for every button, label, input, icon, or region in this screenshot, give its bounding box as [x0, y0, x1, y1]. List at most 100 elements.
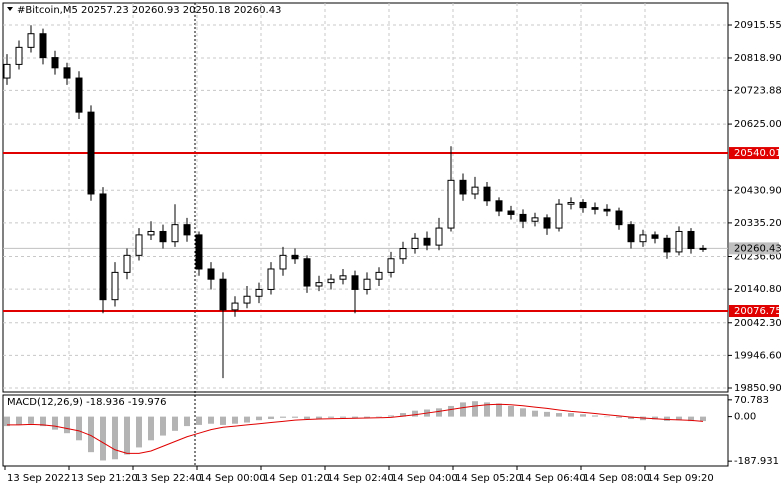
macd-bar [196, 416, 202, 425]
candle-body [63, 67, 71, 79]
candle-body [303, 258, 311, 287]
macd-bar [316, 416, 322, 419]
macd-bar [4, 416, 10, 427]
candle-body [195, 234, 203, 270]
macd-bar [52, 416, 58, 430]
macd-bar [544, 411, 550, 417]
candle-body [435, 227, 443, 246]
macd-bar [160, 416, 166, 436]
candle-body [675, 230, 683, 253]
candle-body [123, 254, 131, 273]
macd-bar [208, 416, 214, 424]
candle-body [39, 33, 47, 59]
macd-bar [448, 405, 454, 417]
macd-bar [76, 416, 82, 441]
candle-body [315, 282, 323, 287]
candle-body [291, 254, 299, 260]
macd-bar [100, 416, 106, 461]
macd-bar [112, 416, 118, 460]
chart-title: #Bitcoin,M5 20257.23 20260.93 20250.18 2… [17, 5, 281, 16]
macd-bar [412, 410, 418, 417]
macd-bar [184, 416, 190, 427]
macd-title: MACD(12,26,9) -18.936 -19.976 [7, 397, 167, 408]
y-tick-label: 20818.90 [734, 53, 781, 64]
macd-tick-label: 0.00 [734, 412, 756, 423]
price-frame [2, 2, 729, 393]
candle-body [687, 230, 695, 250]
x-tick-label: 14 Sep 09:20 [647, 473, 714, 484]
x-tick-label: 14 Sep 05:20 [455, 473, 522, 484]
candle-body [507, 210, 515, 215]
macd-bar [136, 416, 142, 448]
y-tick-label: 20236.60 [734, 252, 781, 263]
candle-body [603, 208, 611, 212]
macd-bar [268, 416, 274, 419]
macd-bar [556, 413, 562, 417]
candle-body [15, 46, 23, 65]
level-label-bg [729, 147, 779, 160]
macd-bar [28, 416, 34, 424]
macd-bar [400, 413, 406, 417]
macd-bar [688, 416, 694, 422]
candle-body [447, 179, 455, 229]
macd-bar [592, 415, 598, 417]
y-tick-label: 20625.00 [734, 119, 781, 130]
symbol-arrow [7, 7, 13, 11]
candle-body [591, 207, 599, 210]
x-tick-label: 14 Sep 06:40 [519, 473, 586, 484]
y-tick-label: 19946.60 [734, 350, 781, 361]
x-tick-label: 14 Sep 04:00 [391, 473, 458, 484]
x-tick-label: 13 Sep 22:40 [135, 473, 202, 484]
candle-body [531, 217, 539, 222]
candle-body [243, 295, 251, 304]
level-label: 20076.75 [734, 306, 781, 317]
candle-body [615, 210, 623, 226]
macd-bar [148, 416, 154, 441]
candle-body [423, 237, 431, 246]
macd-bar [16, 416, 22, 425]
candle-body [579, 201, 587, 209]
y-tick-label: 20915.55 [734, 20, 781, 31]
candle-body [87, 111, 95, 195]
macd-bar [328, 416, 334, 418]
macd-tick-label: 70.783 [734, 395, 769, 406]
candle-body [399, 248, 407, 260]
candle-body [219, 278, 227, 311]
macd-bar [664, 416, 670, 421]
macd-bar [88, 416, 94, 453]
candle-body [183, 224, 191, 236]
candle-body [27, 33, 35, 48]
candle-body [567, 201, 575, 205]
candle-body [519, 213, 527, 222]
candle-body [627, 224, 635, 243]
macd-bar [40, 416, 46, 427]
macd-bar [364, 416, 370, 418]
candle-body [663, 237, 671, 253]
macd-bar [352, 416, 358, 419]
macd-tick-label: -187.931 [734, 456, 779, 467]
macd-bar [124, 416, 130, 455]
macd-bar [580, 414, 586, 417]
macd-bar [280, 416, 286, 418]
level-label: 20540.01 [734, 148, 781, 159]
macd-bar [388, 415, 394, 417]
macd-bar [340, 416, 346, 418]
candle-body [231, 302, 239, 311]
candle-body [387, 258, 395, 273]
candle-body [375, 271, 383, 280]
candle-body [207, 268, 215, 280]
candle-body [459, 179, 467, 195]
candle-body [3, 63, 11, 79]
y-tick-label: 20042.30 [734, 318, 781, 329]
macd-frame [2, 394, 729, 467]
current-price-label: 20260.43 [734, 243, 781, 254]
candle-body [639, 234, 647, 243]
candle-body [483, 186, 491, 202]
candle-body [279, 254, 287, 270]
candle-body [651, 234, 659, 239]
candle-body [135, 234, 143, 256]
macd-bar [64, 416, 70, 434]
candle-body [411, 237, 419, 250]
macd-bar [508, 405, 514, 417]
